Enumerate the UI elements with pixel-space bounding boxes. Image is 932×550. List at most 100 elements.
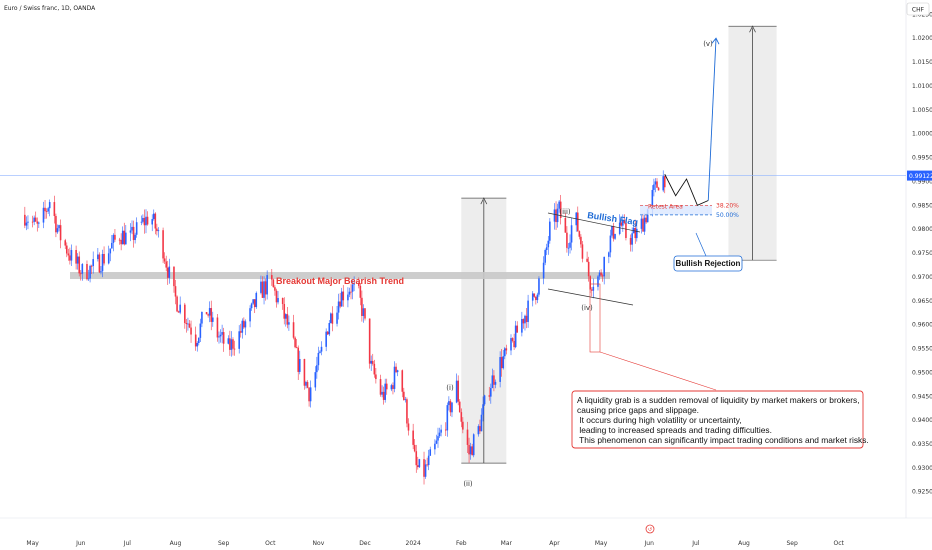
- candle-body: [90, 265, 93, 267]
- candle-body: [56, 228, 59, 233]
- candle-body: [263, 281, 265, 298]
- wave-label: (i): [446, 384, 454, 392]
- candle-body: [620, 222, 623, 226]
- candle-body: [589, 276, 592, 290]
- candle-body: [576, 212, 579, 232]
- candle-body: [493, 375, 495, 385]
- candle-body: [396, 370, 399, 373]
- candle-body: [357, 283, 360, 286]
- candle-body: [423, 459, 425, 477]
- candle-body: [533, 293, 536, 297]
- candle-body: [472, 434, 475, 456]
- candle-body: [185, 322, 188, 325]
- candle-body: [309, 387, 312, 402]
- price-tag-box: [907, 170, 932, 181]
- candle-body: [112, 234, 115, 243]
- candle-body: [339, 301, 341, 307]
- candle-body: [601, 275, 604, 277]
- candle-body: [350, 291, 352, 293]
- candle-body: [129, 230, 132, 233]
- candle-body: [651, 189, 654, 210]
- candle-body: [503, 348, 506, 357]
- y-tick-label: 1.01500: [912, 59, 932, 66]
- candle-body: [483, 395, 486, 405]
- candle-body: [222, 332, 225, 344]
- liquidity-note-line: It occurs during high volatility or unce…: [577, 415, 742, 425]
- candle-body: [121, 230, 124, 245]
- candle-body: [25, 222, 28, 226]
- bullish-flag-label: Bullish Flag: [587, 210, 639, 227]
- liquidity-note-line: causing price gaps and slippage.: [577, 405, 699, 415]
- measure-boxes-layer: [70, 25, 777, 464]
- candle-body: [201, 311, 203, 324]
- candle-body: [645, 217, 647, 223]
- candle-body: [351, 284, 354, 292]
- candle-body: [306, 382, 309, 388]
- candle-body: [458, 401, 461, 413]
- candle-body: [462, 421, 464, 430]
- retest-label: Retest Area: [648, 203, 683, 210]
- candle-body: [553, 209, 556, 222]
- candle-body: [407, 423, 410, 431]
- candle-body: [89, 265, 91, 279]
- candle-body: [286, 314, 289, 325]
- candle-body: [325, 331, 327, 347]
- candle-body: [275, 290, 278, 303]
- candle-body: [120, 239, 122, 245]
- candle-body: [221, 332, 223, 335]
- breakout-label: Breakout Major Bearish Trend: [276, 276, 404, 286]
- candle-body: [78, 256, 81, 274]
- candle-body: [547, 240, 550, 248]
- candle-body: [336, 312, 338, 324]
- x-tick-label: Aug: [738, 540, 750, 547]
- candle-body: [194, 334, 197, 347]
- candle-body: [598, 272, 601, 277]
- candle-body: [370, 360, 373, 364]
- candle-body: [460, 412, 463, 422]
- candle-body: [570, 225, 573, 243]
- candle-body: [76, 256, 79, 264]
- candle-body: [219, 334, 222, 337]
- candle-body: [97, 254, 99, 260]
- candle-body: [477, 426, 480, 435]
- note-pointer: [599, 351, 717, 391]
- candle-body: [491, 375, 494, 389]
- candle-body: [114, 234, 116, 240]
- projection-arrow-head: [711, 37, 720, 45]
- candle-body: [581, 244, 584, 259]
- candle-body: [611, 226, 613, 236]
- candle-body: [569, 242, 571, 248]
- candle-body: [205, 311, 208, 315]
- candle-body: [559, 201, 562, 218]
- candle-body: [177, 311, 180, 313]
- candle-body: [448, 401, 450, 406]
- candle-body: [79, 273, 82, 275]
- annotations-layer: 0.99122 Breakout Major Bearish Trend Bulli…: [276, 37, 932, 488]
- candle-body: [427, 455, 430, 466]
- candle-body: [100, 271, 102, 273]
- candle-body: [511, 338, 514, 341]
- candle-body: [522, 318, 525, 324]
- candle-body: [69, 255, 71, 261]
- candle-body: [381, 391, 383, 395]
- candle-body: [412, 430, 414, 445]
- x-tick-label: Sep: [218, 540, 230, 547]
- candle-body: [544, 250, 546, 263]
- candle-body: [288, 322, 290, 325]
- candle-body: [277, 297, 279, 303]
- candle-body: [44, 207, 46, 212]
- candle-body: [390, 385, 393, 390]
- measure-arrow-head: [749, 25, 756, 33]
- candle-body: [250, 303, 253, 309]
- candle-body: [36, 221, 39, 224]
- flag-upper-line: [547, 212, 641, 233]
- projection-zigzag: [664, 174, 709, 206]
- candle-body: [48, 202, 51, 209]
- fib-382-label: 38.20%: [716, 202, 739, 209]
- candle-body: [31, 221, 34, 223]
- candle-body: [535, 296, 537, 301]
- candle-body: [174, 286, 177, 297]
- x-tick-label: Sep: [786, 540, 798, 547]
